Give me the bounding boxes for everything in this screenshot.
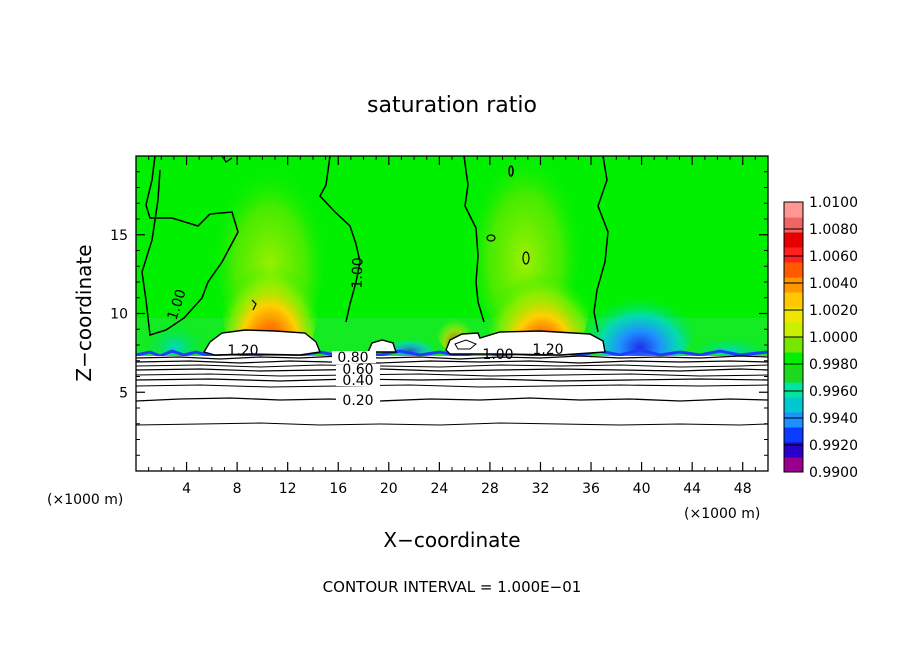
contour-line (136, 384, 768, 388)
contour-small-loop-4 (522, 251, 530, 265)
colorbar-label: 1.0040 (809, 276, 858, 292)
field-subsaturated-left (145, 316, 205, 360)
contour-label: 0.20 (342, 393, 373, 409)
colorbar-swatch (784, 352, 803, 368)
x-tick-label: 44 (683, 481, 701, 497)
colorbar: 1.0100 1.0080 1.0060 1.0040 1.0020 1.0000 0.99… (783, 195, 858, 481)
contour-small-loop-1 (221, 156, 233, 163)
contour-labels: 1.00 1.00 1.00 1.20 1.20 0.80 0.60 0.40 … (165, 257, 564, 409)
contour-small-loop-5 (251, 299, 257, 311)
colorbar-swatch (784, 292, 803, 308)
cloud-base-edge (136, 348, 768, 358)
y-tick-label: 5 (119, 385, 128, 401)
contour-1.00-center (319, 156, 361, 323)
field-subsaturated-right (585, 280, 695, 370)
colorbar-swatch (784, 322, 803, 338)
colorbar-swatch (784, 382, 803, 398)
colorbar-label: 1.0000 (809, 330, 858, 346)
colorbar-swatch (784, 397, 803, 413)
x-tick-label: 32 (532, 481, 550, 497)
colorbar-swatch (784, 232, 803, 248)
colorbar-label: 0.9960 (809, 384, 858, 400)
x-tick-label: 40 (633, 481, 651, 497)
x-axis-unit-left: (×1000 m) (47, 492, 123, 508)
cloud-pocket-middle (366, 339, 397, 353)
colorbar-swatch (784, 307, 803, 323)
contour-1.00-center-right (463, 156, 485, 323)
colorbar-label: 0.9900 (809, 465, 858, 481)
colorbar-swatch (784, 442, 803, 458)
cloud-pocket-right (445, 330, 606, 356)
contour-label: 1.20 (227, 343, 258, 359)
field-stable-layer (136, 356, 768, 471)
colorbar-label: 1.0100 (809, 195, 858, 211)
contour-line (136, 373, 768, 377)
x-axis-unit: (×1000 m) (684, 506, 760, 522)
contour-line (136, 364, 768, 368)
colorbar-swatch (784, 367, 803, 383)
contour-label-knockout (332, 351, 376, 363)
contour-line (136, 355, 768, 360)
contour-label-knockout (336, 394, 380, 406)
colorbar-label: 1.0080 (809, 222, 858, 238)
contour-line (136, 378, 768, 382)
contour-1.00-left (141, 156, 239, 336)
x-tick-label: 4 (182, 481, 191, 497)
chart-title: saturation ratio (367, 93, 537, 118)
colorbar-swatch (784, 247, 803, 263)
x-axis-title: X−coordinate (383, 528, 520, 552)
contour-label-knockout (336, 374, 380, 386)
contour-label: 0.80 (337, 350, 368, 366)
x-tick-label: 16 (329, 481, 347, 497)
colorbar-label: 0.9980 (809, 357, 858, 373)
colorbar-label: 1.0060 (809, 249, 858, 265)
contour-line (136, 422, 768, 426)
y-axis-title: Z−coordinate (72, 244, 96, 381)
x-tick-label: 8 (233, 481, 242, 497)
colorbar-swatch (784, 337, 803, 353)
colorbar-label: 1.0020 (809, 303, 858, 319)
cloud-pocket-left (202, 329, 321, 356)
colorbar-label: 0.9920 (809, 438, 858, 454)
colorbar-swatch (784, 202, 803, 218)
colorbar-swatch (784, 277, 803, 293)
contour-interval-note: CONTOUR INTERVAL = 1.000E−01 (323, 578, 582, 596)
colorbar-swatch (784, 217, 803, 233)
y-tick-label: 15 (110, 228, 128, 244)
contour-line (136, 397, 768, 402)
contour-small-loop-3 (486, 234, 496, 242)
y-tick-label: 10 (110, 307, 128, 323)
colorbar-swatch (784, 262, 803, 278)
contour-label: 1.00 (349, 257, 366, 289)
x-tick-label: 48 (734, 481, 752, 497)
colorbar-swatch (784, 427, 803, 443)
x-tick-label: 24 (430, 481, 448, 497)
contour-label: 0.60 (342, 362, 373, 378)
contour-line (136, 368, 768, 372)
contour-line (136, 360, 768, 364)
contour-small-loop-2 (508, 165, 514, 177)
colorbar-swatch (784, 457, 803, 473)
contour-label: 1.00 (482, 347, 513, 363)
contour-label: 0.40 (342, 373, 373, 389)
x-tick-label: 36 (582, 481, 600, 497)
x-tick-label: 20 (380, 481, 398, 497)
x-tick-label: 28 (481, 481, 499, 497)
colorbar-swatch (784, 412, 803, 428)
contour-label: 1.20 (532, 342, 563, 358)
x-tick-label: 12 (279, 481, 297, 497)
colorbar-label: 0.9940 (809, 411, 858, 427)
cloud-pocket-right-inner (454, 339, 477, 350)
contour-1.00-right (593, 156, 609, 333)
plot-area (136, 156, 768, 471)
